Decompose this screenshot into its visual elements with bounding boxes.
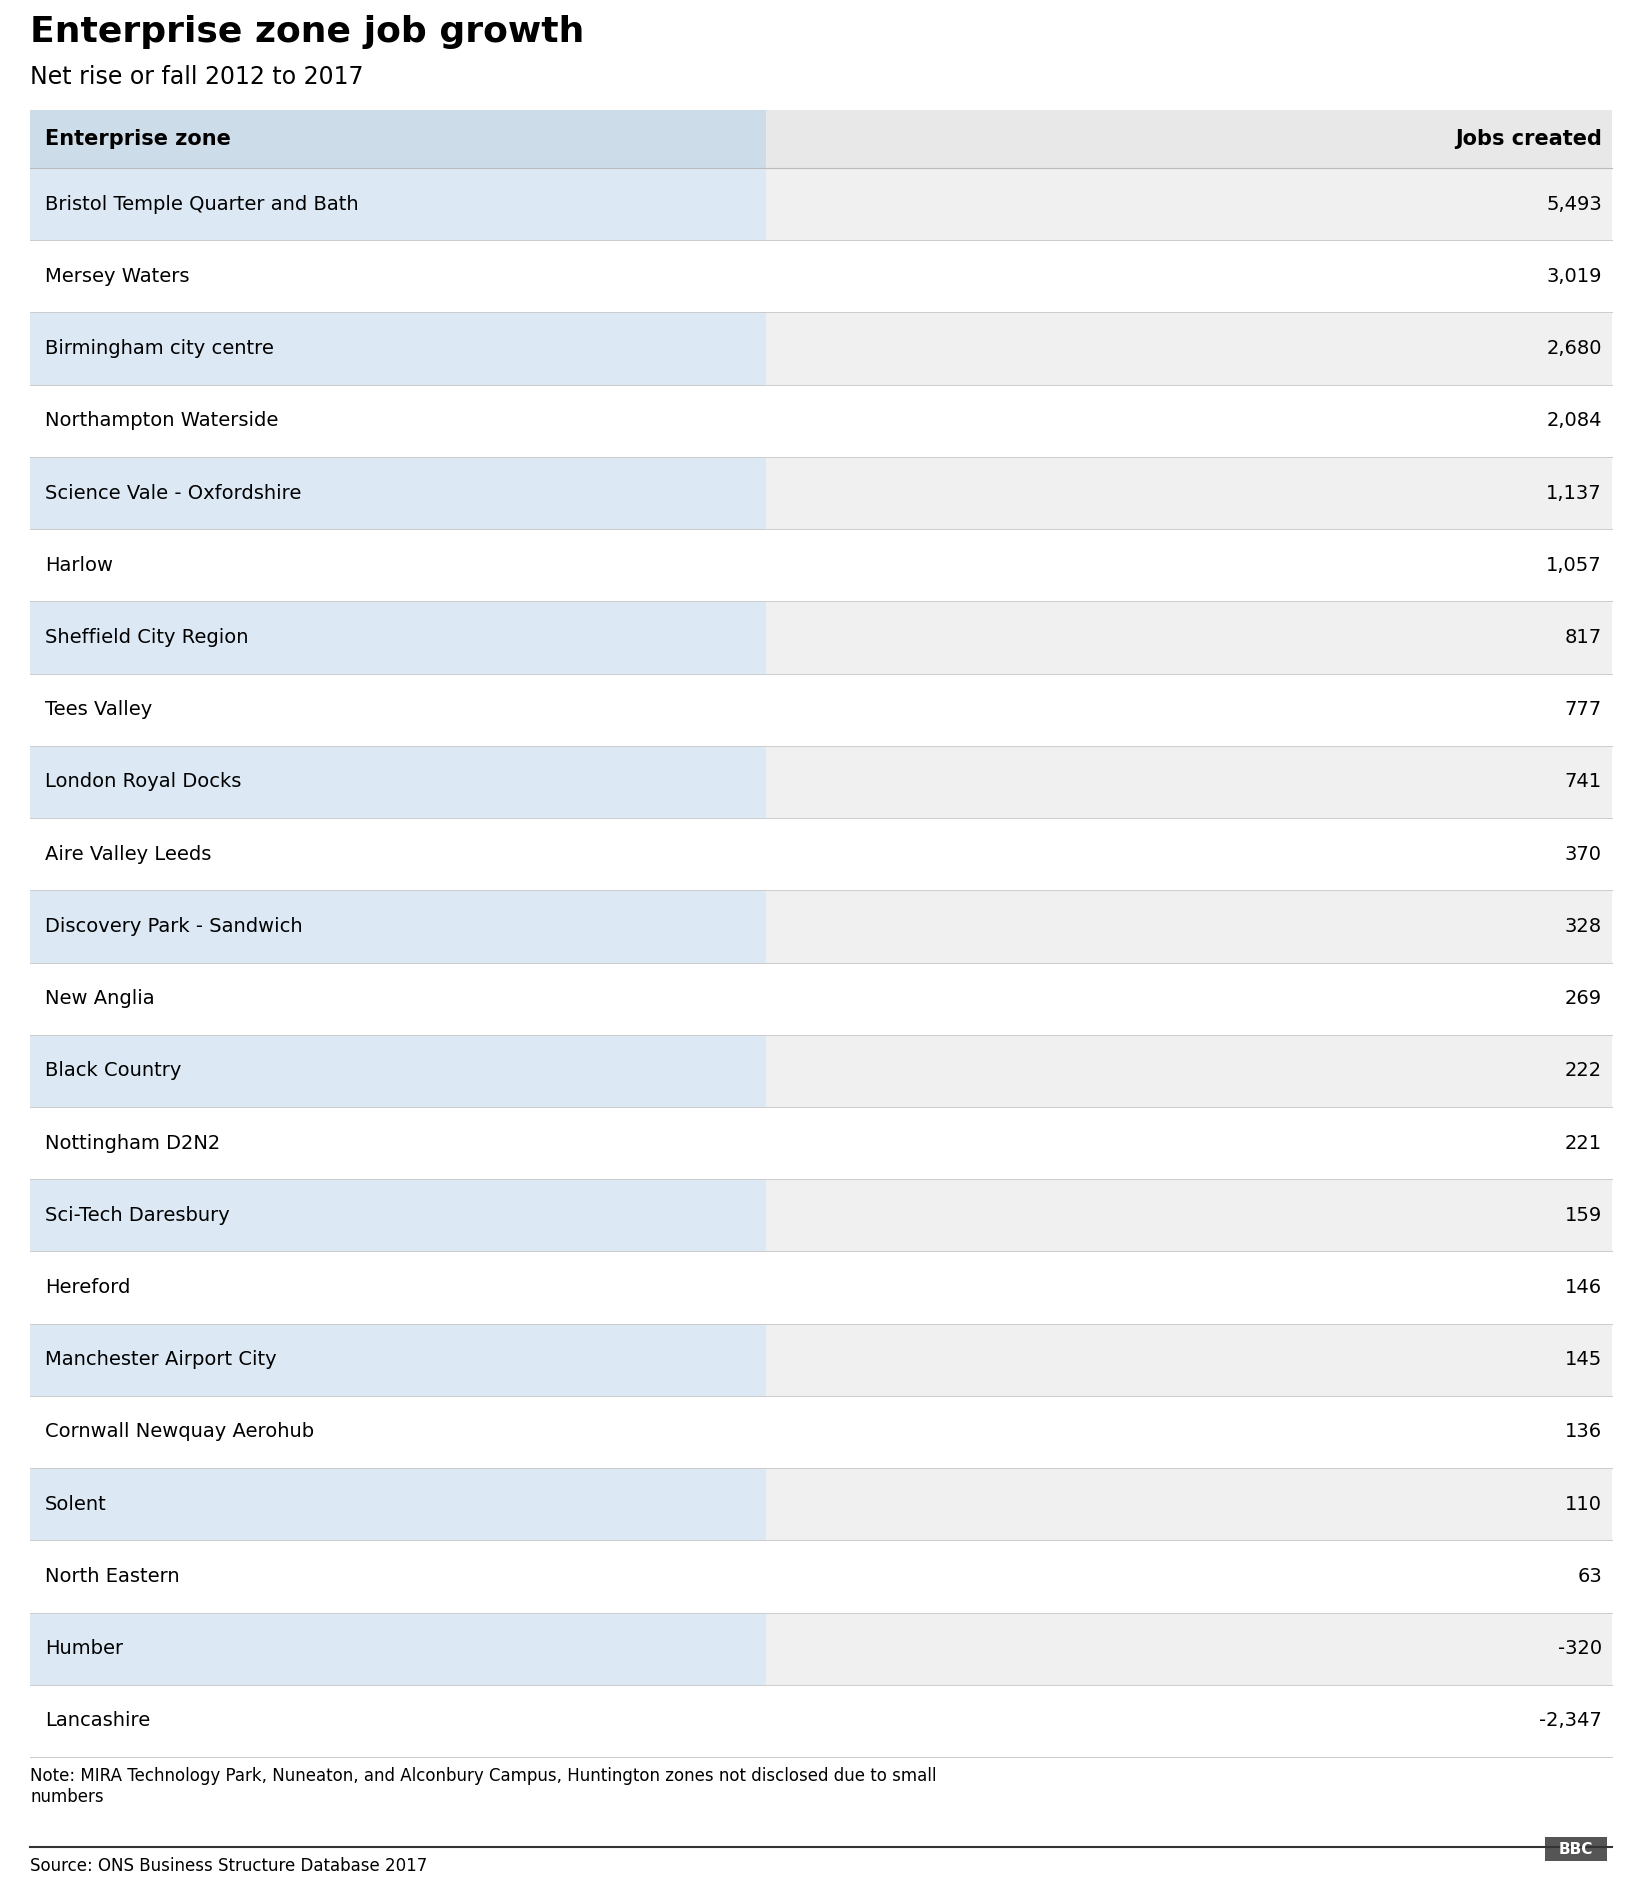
Text: 1,137: 1,137 — [1547, 483, 1603, 502]
Text: Humber: Humber — [46, 1640, 122, 1659]
Text: Sci-Tech Daresbury: Sci-Tech Daresbury — [46, 1206, 230, 1225]
Text: Jobs created: Jobs created — [1456, 129, 1603, 148]
Text: 5,493: 5,493 — [1546, 194, 1603, 213]
Text: Lancashire: Lancashire — [46, 1712, 150, 1731]
Text: Net rise or fall 2012 to 2017: Net rise or fall 2012 to 2017 — [29, 65, 364, 89]
Text: -2,347: -2,347 — [1539, 1712, 1603, 1731]
Text: Northampton Waterside: Northampton Waterside — [46, 411, 279, 430]
Text: 370: 370 — [1565, 844, 1603, 864]
Text: 136: 136 — [1565, 1423, 1603, 1442]
Text: Hereford: Hereford — [46, 1278, 131, 1297]
Text: Note: MIRA Technology Park, Nuneaton, and Alconbury Campus, Huntington zones not: Note: MIRA Technology Park, Nuneaton, an… — [29, 1767, 937, 1805]
Text: Black Country: Black Country — [46, 1061, 181, 1080]
Text: 328: 328 — [1565, 917, 1603, 936]
Text: 741: 741 — [1565, 772, 1603, 791]
Text: 63: 63 — [1577, 1567, 1603, 1586]
Text: 817: 817 — [1565, 628, 1603, 647]
Text: Cornwall Newquay Aerohub: Cornwall Newquay Aerohub — [46, 1423, 313, 1442]
Text: Manchester Airport City: Manchester Airport City — [46, 1350, 277, 1369]
Text: 3,019: 3,019 — [1547, 266, 1603, 285]
Text: Enterprise zone: Enterprise zone — [46, 129, 230, 148]
Text: London Royal Docks: London Royal Docks — [46, 772, 242, 791]
Text: 2,680: 2,680 — [1547, 339, 1603, 358]
Text: North Eastern: North Eastern — [46, 1567, 180, 1586]
Text: Harlow: Harlow — [46, 555, 113, 574]
Text: 269: 269 — [1565, 989, 1603, 1008]
Text: Source: ONS Business Structure Database 2017: Source: ONS Business Structure Database … — [29, 1856, 428, 1875]
Text: 110: 110 — [1565, 1495, 1603, 1514]
Text: Mersey Waters: Mersey Waters — [46, 266, 189, 285]
Text: 221: 221 — [1565, 1134, 1603, 1153]
Text: Bristol Temple Quarter and Bath: Bristol Temple Quarter and Bath — [46, 194, 359, 213]
Text: Discovery Park - Sandwich: Discovery Park - Sandwich — [46, 917, 302, 936]
Text: Enterprise zone job growth: Enterprise zone job growth — [29, 15, 584, 49]
Text: Birmingham city centre: Birmingham city centre — [46, 339, 274, 358]
Text: Solent: Solent — [46, 1495, 106, 1514]
Text: Sheffield City Region: Sheffield City Region — [46, 628, 248, 647]
Text: 1,057: 1,057 — [1547, 555, 1603, 574]
Text: -320: -320 — [1559, 1640, 1603, 1659]
Text: Nottingham D2N2: Nottingham D2N2 — [46, 1134, 220, 1153]
Text: 159: 159 — [1565, 1206, 1603, 1225]
Text: New Anglia: New Anglia — [46, 989, 155, 1008]
Text: Aire Valley Leeds: Aire Valley Leeds — [46, 844, 212, 864]
Text: 145: 145 — [1565, 1350, 1603, 1369]
Text: 2,084: 2,084 — [1547, 411, 1603, 430]
Text: BBC: BBC — [1559, 1841, 1593, 1856]
Text: Science Vale - Oxfordshire: Science Vale - Oxfordshire — [46, 483, 302, 502]
Text: 222: 222 — [1565, 1061, 1603, 1080]
Text: Tees Valley: Tees Valley — [46, 700, 152, 719]
Text: 146: 146 — [1565, 1278, 1603, 1297]
Text: 777: 777 — [1565, 700, 1603, 719]
